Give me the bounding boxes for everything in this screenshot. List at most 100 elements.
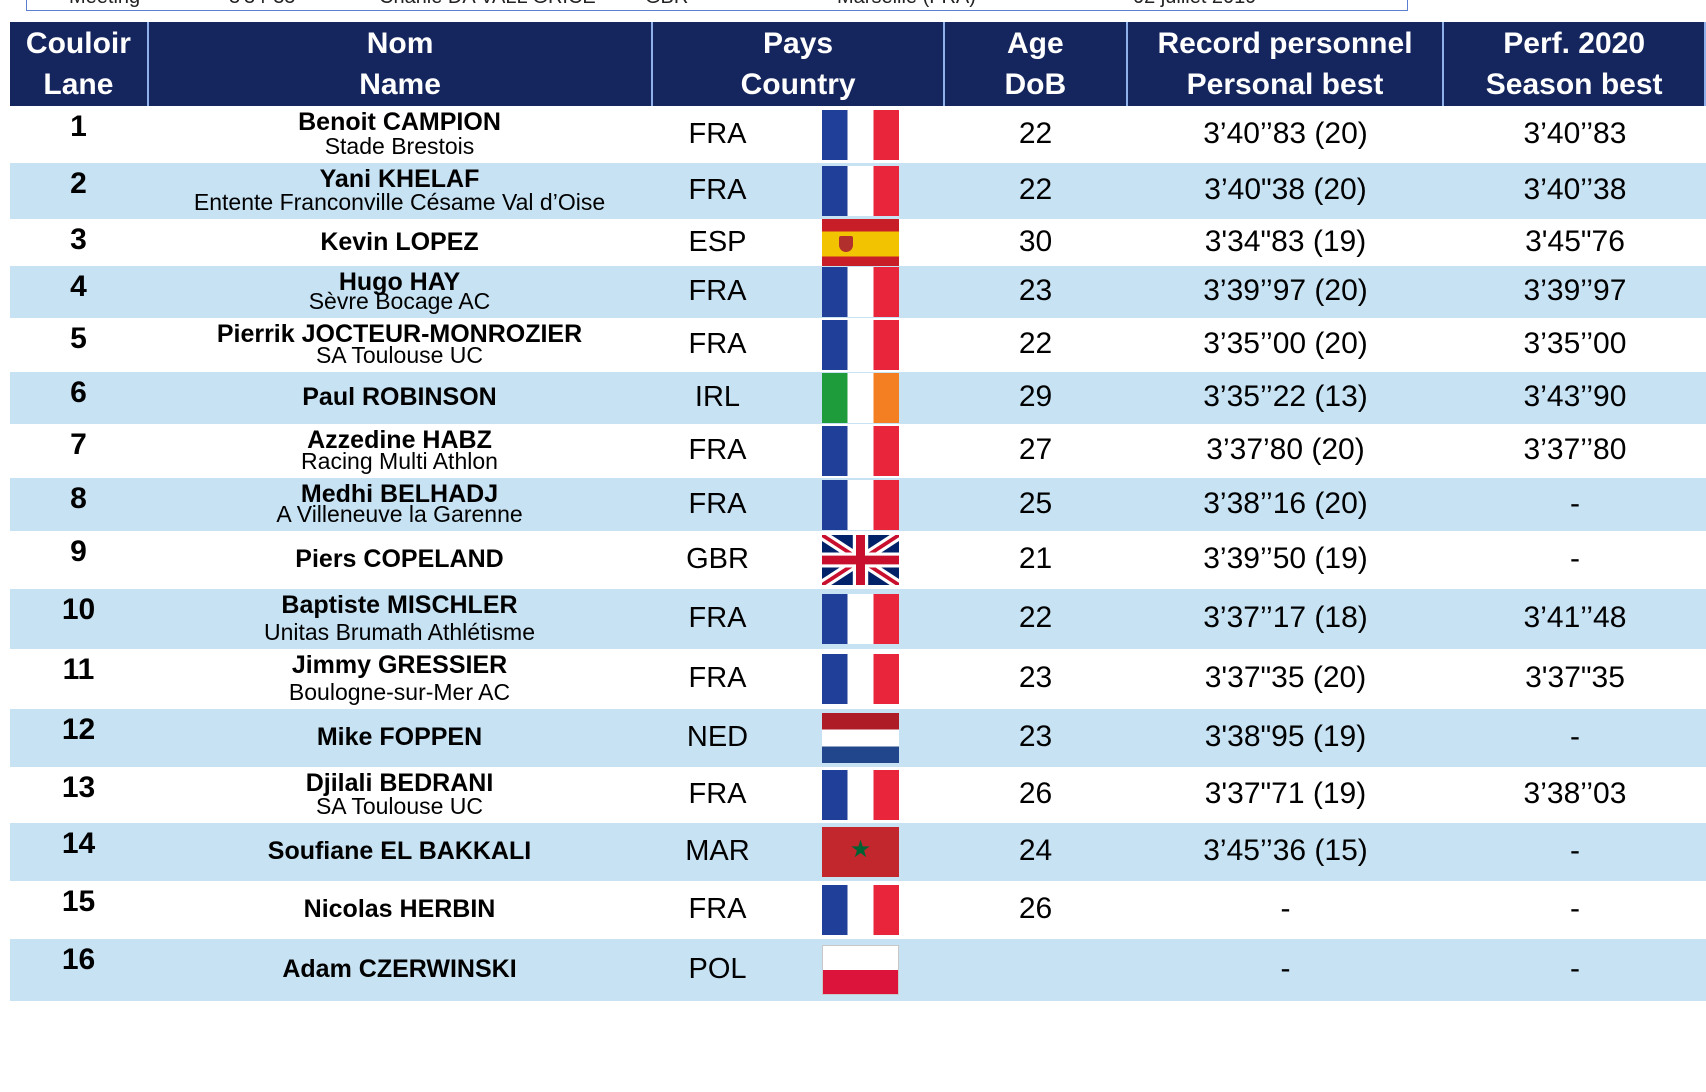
athlete-age: 26: [1018, 777, 1053, 810]
personal-best: 3’40’’83 (20): [1203, 116, 1368, 150]
strip-text: 3'34"35: [229, 0, 296, 9]
personal-best: -: [1280, 892, 1291, 925]
lane-cell: 3: [10, 219, 147, 266]
lane-number: 4: [70, 270, 87, 303]
personal-best-cell: 3'37"35 (20): [1127, 649, 1444, 709]
season-best: -: [1570, 542, 1580, 575]
country-code: MAR: [685, 835, 750, 867]
athlete-name: Djilali BEDRANI: [305, 769, 494, 797]
personal-best: 3’37’’17 (18): [1203, 601, 1368, 634]
header-country-fr: Pays: [763, 27, 834, 60]
athlete-age: 24: [1018, 834, 1053, 867]
name-cell: Baptiste MISCHLER Unitas Brumath Athlétis…: [147, 589, 652, 649]
name-cell: Kevin LOPEZ: [147, 219, 652, 266]
country-code: FRA: [688, 778, 747, 810]
personal-best-cell: 3'34"83 (19): [1127, 219, 1444, 266]
lane-number: 2: [70, 167, 87, 200]
age-cell: 30: [944, 219, 1127, 266]
season-best: 3’43’’90: [1523, 380, 1627, 413]
athlete-club: SA Toulouse UC: [315, 793, 484, 819]
athlete-age: 23: [1018, 274, 1053, 307]
athlete-name: Piers COPELAND: [295, 545, 504, 573]
lane-cell: 8: [10, 478, 147, 531]
personal-best: 3'34"83 (19): [1204, 224, 1367, 258]
country-cell: FRA: [652, 424, 944, 478]
personal-best: 3’40"38 (20): [1204, 173, 1367, 206]
athlete-age: 21: [1018, 542, 1053, 575]
personal-best-cell: 3’40"38 (20): [1127, 163, 1444, 219]
personal-best-cell: 3’35’’22 (13): [1127, 372, 1444, 424]
athlete-name: Jimmy GRESSIER: [291, 651, 508, 679]
season-best-cell: 3’35’’00: [1444, 318, 1706, 372]
poland-flag: [822, 945, 899, 995]
lane-cell: 6: [10, 372, 147, 424]
table-row: 16 Adam CZERWINSKI POL - -: [10, 939, 1706, 1001]
startlist-table: Couloir Lane Nom Name Pays Country Age D…: [10, 22, 1706, 1001]
header-season-best: Perf. 2020 Season best: [1442, 22, 1704, 106]
personal-best-cell: 3’40’’83 (20): [1127, 106, 1444, 163]
table-row: 7 Azzedine HABZ Racing Multi Athlon FRA 27 3’…: [10, 424, 1706, 478]
header-lane-fr: Couloir: [25, 27, 131, 60]
name-cell: Azzedine HABZ Racing Multi Athlon: [147, 424, 652, 478]
age-cell: 26: [944, 881, 1127, 939]
lane-cell: 10: [10, 589, 147, 649]
season-best-cell: -: [1444, 531, 1706, 589]
athlete-age: 27: [1018, 433, 1053, 466]
lane-cell: 13: [10, 767, 147, 823]
table-row: 11 Jimmy GRESSIER Boulogne-sur-Mer AC FRA 23…: [10, 649, 1706, 709]
personal-best-cell: -: [1127, 939, 1444, 1001]
athlete-name: Paul ROBINSON: [302, 383, 497, 411]
season-best-cell: 3’39’’97: [1444, 266, 1706, 318]
personal-best-cell: -: [1127, 881, 1444, 939]
lane-cell: 16: [10, 939, 147, 1001]
age-cell: [944, 939, 1127, 1001]
athlete-club: Sèvre Bocage AC: [308, 288, 491, 314]
country-code: FRA: [688, 275, 747, 307]
lane-cell: 15: [10, 881, 147, 939]
france-flag: [822, 479, 899, 530]
lane-cell: 2: [10, 163, 147, 219]
country-cell: IRL: [652, 372, 944, 424]
country-cell: FRA: [652, 478, 944, 531]
athlete-name: Adam CZERWINSKI: [282, 955, 517, 983]
lane-number: 15: [61, 885, 96, 918]
table-row: 9 Piers COPELAND GBR 21 3’39’’50 (19) -: [10, 531, 1706, 589]
age-cell: 23: [944, 649, 1127, 709]
athlete-age: 22: [1018, 327, 1053, 360]
age-cell: 22: [944, 163, 1127, 219]
lane-number: 13: [61, 771, 96, 804]
season-best-cell: -: [1444, 823, 1706, 881]
season-best-cell: -: [1444, 881, 1706, 939]
lane-number: 12: [61, 713, 96, 746]
personal-best-cell: 3’37’80 (20): [1127, 424, 1444, 478]
france-flag: [822, 320, 899, 370]
athlete-club: Stade Brestois: [324, 133, 475, 159]
season-best-cell: 3’40’’83: [1444, 106, 1706, 163]
name-cell: Pierrik JOCTEUR-MONROZIER SA Toulouse UC: [147, 318, 652, 372]
france-flag: [822, 166, 899, 216]
season-best: 3’40’’38: [1523, 173, 1627, 206]
season-best: 3’39’’97: [1523, 274, 1627, 307]
age-cell: 25: [944, 478, 1127, 531]
country-code: POL: [688, 953, 747, 985]
table-row: 2 Yani KHELAF Entente Franconville Césame …: [10, 163, 1706, 219]
athlete-club: Unitas Brumath Athlétisme: [263, 619, 535, 645]
athlete-name: Medhi BELHADJ: [300, 480, 499, 508]
name-cell: Benoit CAMPION Stade Brestois: [147, 106, 652, 163]
personal-best: 3’39’’97 (20): [1203, 274, 1368, 307]
personal-best-cell: 3’38’’16 (20): [1127, 478, 1444, 531]
country-cell: FRA: [652, 589, 944, 649]
table-row: 4 Hugo HAY Sèvre Bocage AC FRA 23 3’39’’97 (2…: [10, 266, 1706, 318]
personal-best: 3’35’’00 (20): [1203, 327, 1368, 360]
lane-cell: 9: [10, 531, 147, 589]
table-header: Couloir Lane Nom Name Pays Country Age D…: [10, 22, 1706, 106]
lane-number: 16: [61, 943, 96, 976]
athlete-name: Azzedine HABZ: [307, 426, 492, 454]
lane-number: 8: [70, 482, 87, 515]
lane-number: 14: [61, 827, 96, 860]
country-code: IRL: [694, 381, 741, 413]
table-row: 13 Djilali BEDRANI SA Toulouse UC FRA 26 3'37…: [10, 767, 1706, 823]
header-age: Age DoB: [942, 22, 1126, 106]
header-country: Pays Country: [651, 22, 943, 106]
header-name: Nom Name: [146, 22, 651, 106]
